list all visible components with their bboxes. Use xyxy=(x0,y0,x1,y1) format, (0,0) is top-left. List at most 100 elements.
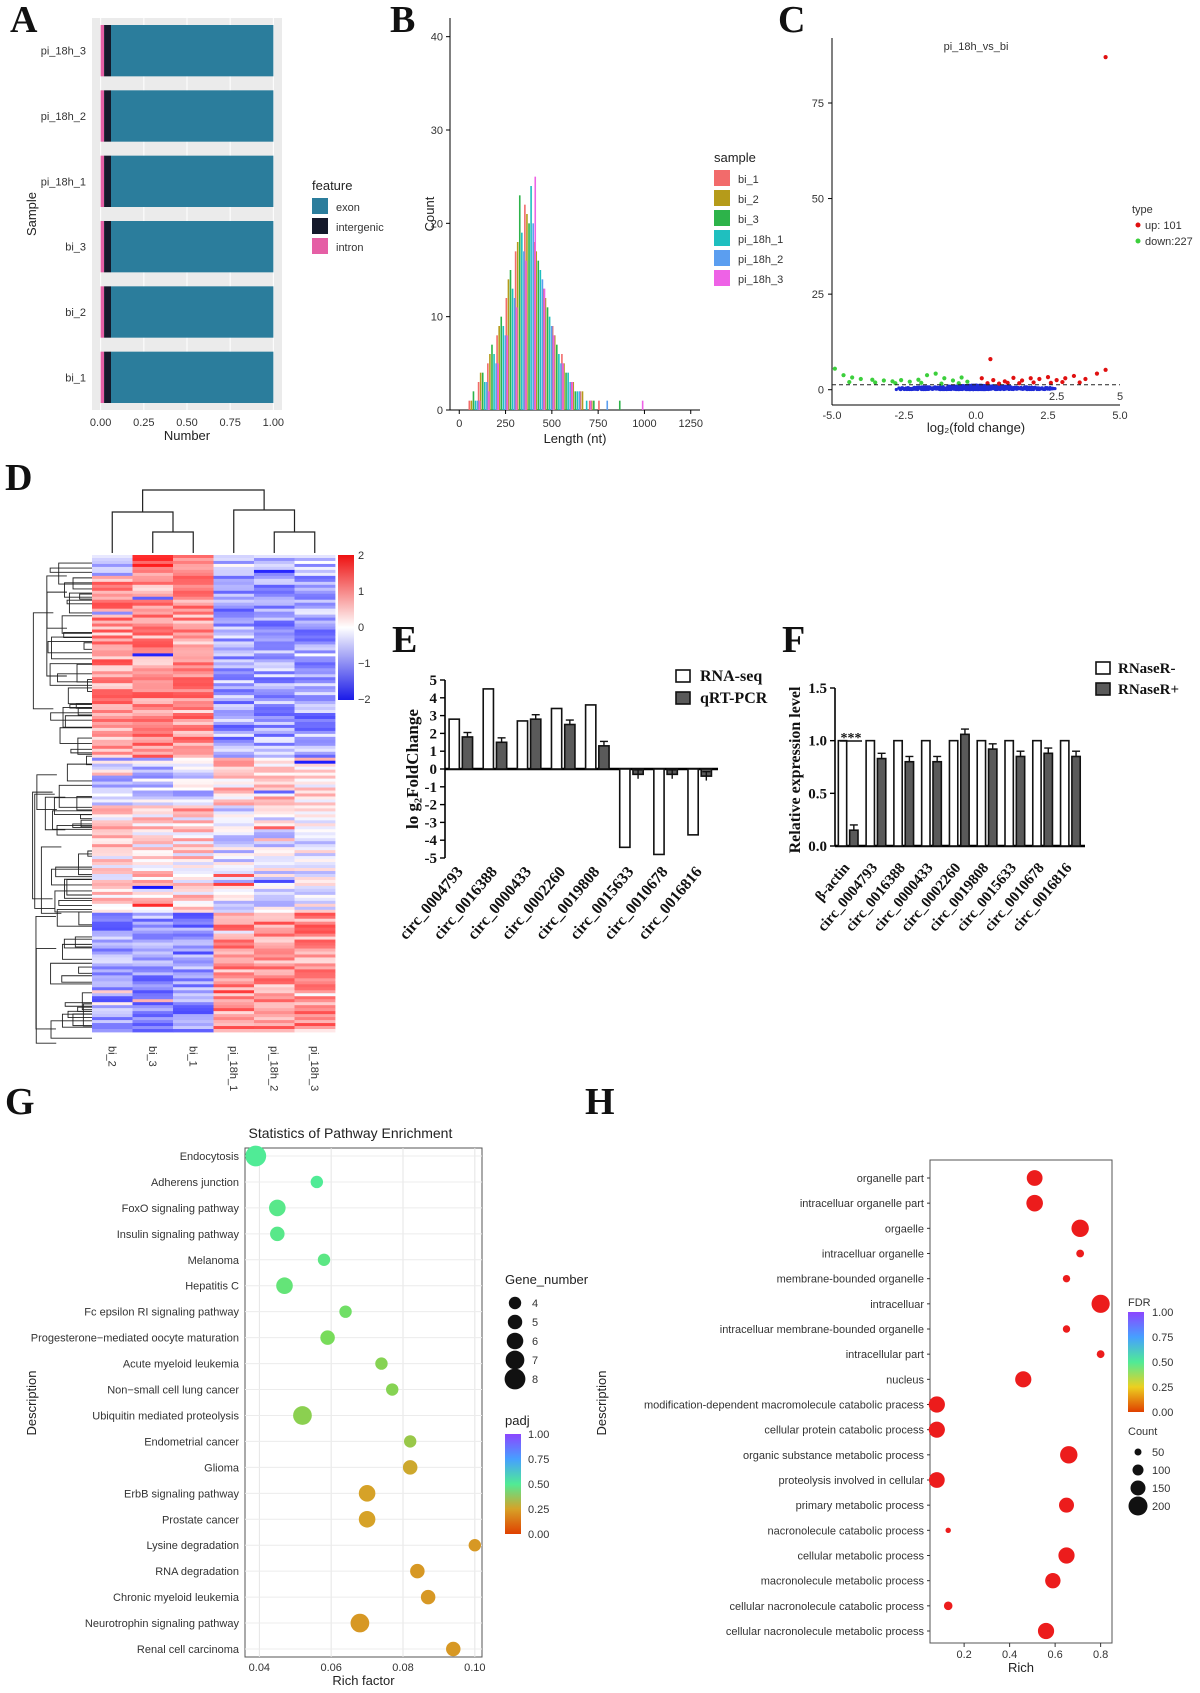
heatmap-cell xyxy=(294,689,336,693)
row-dendrogram-branch xyxy=(51,636,92,660)
scatter-point-up xyxy=(1094,371,1100,376)
heatmap-cell xyxy=(132,856,174,860)
heatmap-cell xyxy=(92,704,133,708)
y-tick-label: -2 xyxy=(425,798,438,814)
heatmap-cell xyxy=(254,912,295,917)
heatmap-cell xyxy=(254,1017,295,1021)
row-dendrogram-branch xyxy=(55,866,92,878)
scatter-point-nonsig xyxy=(915,385,919,389)
heatmap-cell xyxy=(294,817,336,821)
heatmap-cell xyxy=(213,832,255,836)
x-tick-label-extra: 5 xyxy=(1117,391,1123,403)
scatter-point-nonsig xyxy=(1025,387,1030,392)
heatmap-cell xyxy=(213,656,255,660)
heatmap-cell xyxy=(294,686,336,690)
bubble-point xyxy=(468,1539,482,1552)
y-tick-label: 1.0 xyxy=(808,734,827,750)
bar-RNaseR+ xyxy=(1015,755,1026,847)
heatmap-cell xyxy=(173,713,214,717)
heatmap-cell xyxy=(294,838,336,842)
heatmap-cell xyxy=(294,924,336,929)
heatmap-cell xyxy=(132,903,174,908)
x-tick-label-extra: 2.5 xyxy=(1049,391,1064,403)
heatmap-cell xyxy=(254,560,295,565)
heatmap-cell xyxy=(254,984,295,988)
row-dendrogram-branch xyxy=(50,962,92,985)
heatmap-cell xyxy=(294,698,336,702)
heatmap-cell xyxy=(213,715,255,720)
histogram-bar-pi_18h_3 xyxy=(571,382,574,410)
heatmap-cell xyxy=(294,847,336,851)
heatmap-cell xyxy=(173,906,214,911)
scatter-point-up xyxy=(1077,380,1082,385)
heatmap-cell xyxy=(254,614,295,619)
heatmap-cell xyxy=(173,701,214,705)
heatmap-cell xyxy=(294,793,336,797)
x-tick-label: -2.5 xyxy=(895,410,914,422)
heatmap-cell xyxy=(132,814,174,818)
heatmap-cell xyxy=(132,677,174,681)
size-legend-label: 4 xyxy=(532,1298,538,1310)
heatmap-cell xyxy=(173,826,214,830)
heatmap-cell xyxy=(92,763,133,768)
heatmap-cell xyxy=(213,912,255,917)
heatmap-cell xyxy=(92,894,133,899)
pathway-label: Endocytosis xyxy=(180,1151,240,1163)
bar-RNA-seq xyxy=(550,707,563,770)
x-tick-label: 0.0 xyxy=(968,410,983,422)
heatmap-cell xyxy=(92,948,133,952)
heatmap-cell xyxy=(92,698,133,702)
heatmap-cell xyxy=(254,563,295,568)
heatmap-cell xyxy=(254,990,295,994)
heatmap-cell xyxy=(294,683,336,687)
heatmap-cell xyxy=(294,590,336,595)
panel-f-rnase-bars: 1.51.00.50.0β-actincirc_0004793circ_0016… xyxy=(787,661,1179,935)
heatmap-cell xyxy=(173,966,214,970)
heatmap-cell xyxy=(92,820,133,824)
heatmap-cell xyxy=(173,590,214,595)
heatmap-cell xyxy=(92,724,133,729)
legend-swatch-rnaser-plus xyxy=(1095,682,1111,696)
legend-label: RNA-seq xyxy=(700,668,762,685)
heatmap-cell xyxy=(213,721,255,726)
heatmap-cell xyxy=(173,793,214,797)
heatmap-cell xyxy=(132,882,174,887)
heatmap-cell xyxy=(254,820,295,824)
row-dendrogram-branch xyxy=(67,687,92,705)
legend-label: pi_18h_3 xyxy=(738,274,783,286)
heatmap-cell xyxy=(294,808,336,812)
heatmap-cell xyxy=(132,853,174,857)
heatmap-cell xyxy=(92,838,133,842)
heatmap-cell xyxy=(294,656,336,660)
heatmap-cell xyxy=(294,766,336,771)
pathway-label: Glioma xyxy=(204,1462,240,1474)
heatmap-cell xyxy=(92,695,133,699)
heatmap-cell xyxy=(173,647,214,651)
heatmap-cell xyxy=(92,945,133,949)
heatmap-cell xyxy=(132,993,174,997)
row-dendrogram-branch xyxy=(58,784,92,808)
column-label: bi_2 xyxy=(105,1046,117,1067)
heatmap-cell xyxy=(254,838,295,842)
panel-c-volcano-plot: pi_18h_vs_bi 0 25 50 75 -5.0 -2.5 0.0 2.5 5.0 2.5 5… xyxy=(812,38,1193,435)
histogram-bar-bi_2 xyxy=(590,400,593,410)
heatmap-cell xyxy=(294,623,336,627)
pathway-label: Acute myeloid leukemia xyxy=(123,1359,240,1371)
heatmap-cell xyxy=(294,739,336,744)
scatter-point-nonsig xyxy=(1017,387,1021,391)
go-term-label: modification-dependent macromolecule cat… xyxy=(644,1400,925,1412)
heatmap-cell xyxy=(254,632,295,636)
size-legend-label: 8 xyxy=(532,1374,538,1386)
heatmap-cell xyxy=(294,713,336,717)
heatmap-cell xyxy=(132,975,174,979)
heatmap-cell xyxy=(254,802,295,806)
heatmap-cell xyxy=(294,993,336,997)
heatmap-cell xyxy=(294,635,336,639)
heatmap-cell xyxy=(294,876,336,881)
y-tick-label: 1.5 xyxy=(808,681,827,697)
heatmap-cell xyxy=(213,710,255,714)
color-scale-tick: −1 xyxy=(358,658,371,670)
x-tick-label: 750 xyxy=(589,418,607,430)
histogram-bar-bi_1 xyxy=(551,326,554,410)
heatmap-cell xyxy=(92,817,133,821)
